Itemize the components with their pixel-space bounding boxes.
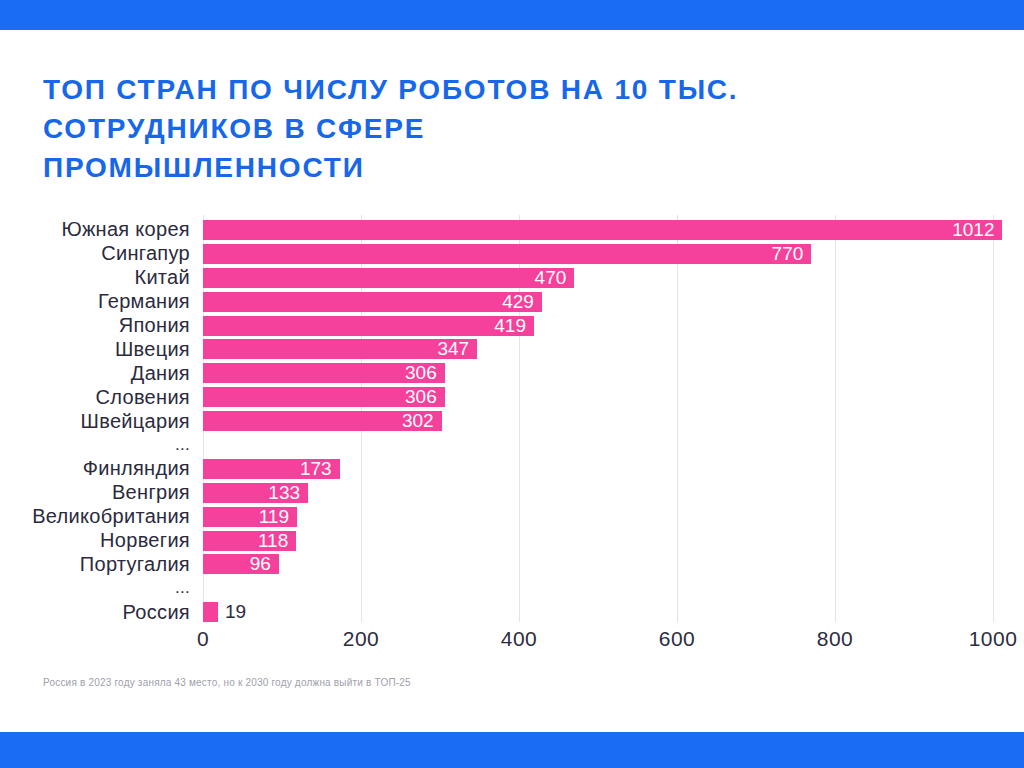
bar: 118	[203, 531, 296, 551]
x-tick-label: 1000	[969, 627, 1018, 651]
value-label: 133	[268, 482, 308, 504]
x-tick-label: 800	[817, 627, 854, 651]
bar: 347	[203, 339, 477, 359]
value-label: 306	[405, 362, 445, 384]
x-tick-label: 400	[501, 627, 538, 651]
chart-row: Япония 419	[0, 314, 1024, 338]
bar-track: 429	[203, 292, 1024, 312]
chart-row: Швейцария 302	[0, 409, 1024, 433]
x-tick-label: 200	[343, 627, 380, 651]
value-label: 770	[772, 243, 812, 265]
chart-row: Швеция 347	[0, 337, 1024, 361]
value-label: 347	[437, 338, 477, 360]
bar-track: 419	[203, 316, 1024, 336]
country-label: Япония	[0, 314, 190, 337]
x-axis: 0 200 400 600 800 1000	[0, 627, 1024, 653]
country-label: Венгрия	[0, 481, 190, 504]
country-label: Великобритания	[0, 505, 190, 528]
page-title: ТОП СТРАН ПО ЧИСЛУ РОБОТОВ НА 10 ТЫС. СО…	[43, 70, 738, 187]
value-label: 429	[502, 291, 542, 313]
country-label: Португалия	[0, 553, 190, 576]
bar-track: 19	[203, 602, 1024, 622]
chart-row: Сингапур 770	[0, 242, 1024, 266]
bar-track: 470	[203, 268, 1024, 288]
title-line-2: СОТРУДНИКОВ В СФЕРЕ	[43, 109, 738, 148]
bar-track: 306	[203, 387, 1024, 407]
chart-row: Словения 306	[0, 385, 1024, 409]
bar: 119	[203, 507, 297, 527]
country-label: Финляндия	[0, 457, 190, 480]
country-label: Китай	[0, 266, 190, 289]
bar-track: 302	[203, 411, 1024, 431]
country-label: Швейцария	[0, 410, 190, 433]
country-label: Германия	[0, 290, 190, 313]
country-label: Россия	[0, 601, 190, 624]
country-label: Швеция	[0, 338, 190, 361]
chart-row: Венгрия 133	[0, 481, 1024, 505]
chart-row: Южная корея 1012	[0, 218, 1024, 242]
bar-track	[203, 435, 1024, 455]
bar-track: 119	[203, 507, 1024, 527]
bar: 133	[203, 483, 308, 503]
value-label: 419	[494, 315, 534, 337]
country-label: Словения	[0, 386, 190, 409]
bar-track: 118	[203, 531, 1024, 551]
value-label: 96	[250, 553, 279, 575]
chart-row: Россия 19	[0, 600, 1024, 624]
chart-row: Дания 306	[0, 361, 1024, 385]
value-label: 306	[405, 386, 445, 408]
country-label: Южная корея	[0, 218, 190, 241]
chart-row: Норвегия 118	[0, 529, 1024, 553]
x-tick-label: 0	[197, 627, 209, 651]
top-accent-stripe	[0, 0, 1024, 30]
bar	[203, 602, 218, 622]
bar-track: 770	[203, 244, 1024, 264]
country-label: Норвегия	[0, 529, 190, 552]
bar-track	[203, 578, 1024, 598]
chart-row: Великобритания 119	[0, 505, 1024, 529]
bar: 173	[203, 459, 340, 479]
chart-row: Китай 470	[0, 266, 1024, 290]
bar-track: 347	[203, 339, 1024, 359]
bar-track: 173	[203, 459, 1024, 479]
title-line-1: ТОП СТРАН ПО ЧИСЛУ РОБОТОВ НА 10 ТЫС.	[43, 70, 738, 109]
bar: 96	[203, 554, 279, 574]
chart-row: Финляндия 173	[0, 457, 1024, 481]
bar-track: 306	[203, 363, 1024, 383]
title-line-3: ПРОМЫШЛЕННОСТИ	[43, 148, 738, 187]
bottom-accent-stripe	[0, 732, 1024, 768]
country-label: Сингапур	[0, 242, 190, 265]
bar: 419	[203, 316, 534, 336]
ellipsis-label: ...	[0, 435, 190, 455]
bar: 1012	[203, 220, 1002, 240]
country-label: Дания	[0, 362, 190, 385]
bar: 302	[203, 411, 442, 431]
chart-row: ...	[0, 433, 1024, 457]
value-label: 302	[402, 410, 442, 432]
chart-row: Германия 429	[0, 290, 1024, 314]
ellipsis-label: ...	[0, 578, 190, 598]
value-label: 173	[300, 458, 340, 480]
chart-row: Португалия 96	[0, 552, 1024, 576]
bar-track: 96	[203, 554, 1024, 574]
value-label: 118	[258, 530, 296, 552]
bar: 429	[203, 292, 542, 312]
value-label: 470	[535, 267, 575, 289]
value-label: 1012	[952, 219, 1002, 241]
x-tick-label: 600	[659, 627, 696, 651]
bar: 306	[203, 363, 445, 383]
chart-rows: Южная корея1012Сингапур770Китай470Герман…	[0, 218, 1024, 624]
bar-track: 1012	[203, 220, 1024, 240]
bar-track: 133	[203, 483, 1024, 503]
footnote: Россия в 2023 году заняла 43 место, но к…	[43, 677, 411, 688]
value-label: 19	[218, 601, 246, 623]
value-label: 119	[259, 506, 297, 528]
chart-row: ...	[0, 576, 1024, 600]
bar: 306	[203, 387, 445, 407]
bar: 470	[203, 268, 574, 288]
bar: 770	[203, 244, 811, 264]
